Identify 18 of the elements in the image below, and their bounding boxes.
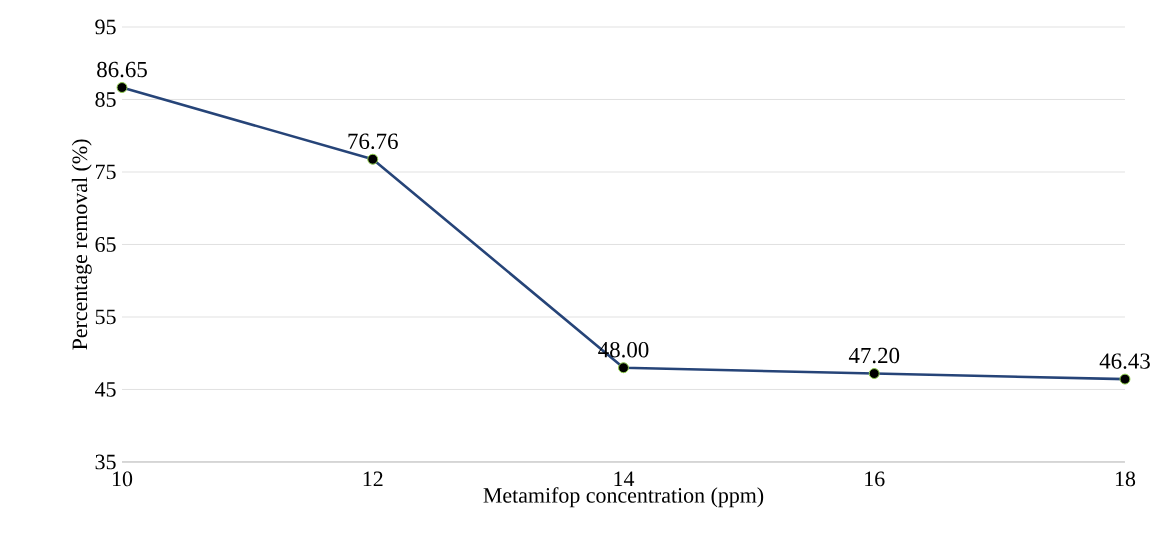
y-tick-label: 55	[95, 309, 116, 325]
y-axis-title: Percentage removal (%)	[71, 139, 92, 350]
y-tick-label: 45	[94, 382, 116, 397]
x-tick-label: 18	[1115, 471, 1136, 487]
x-axis-title: Metamifop concentration (ppm)	[483, 487, 764, 508]
x-tick-label: 14	[614, 471, 635, 486]
y-tick-label: 65	[95, 237, 116, 252]
data-label: 76.76	[348, 133, 398, 150]
y-tick-label: 95	[95, 19, 116, 35]
data-label: 86.65	[97, 61, 147, 78]
y-tick-label: 35	[95, 454, 116, 470]
y-tick-label: 85	[95, 92, 116, 107]
x-tick-label: 10	[112, 471, 133, 487]
data-label: 46.43	[1099, 353, 1150, 369]
x-tick-label: 12	[363, 471, 383, 487]
y-tick-label: 75	[96, 164, 116, 180]
x-tick-label: 16	[865, 471, 885, 487]
data-label: 47.20	[848, 347, 900, 364]
